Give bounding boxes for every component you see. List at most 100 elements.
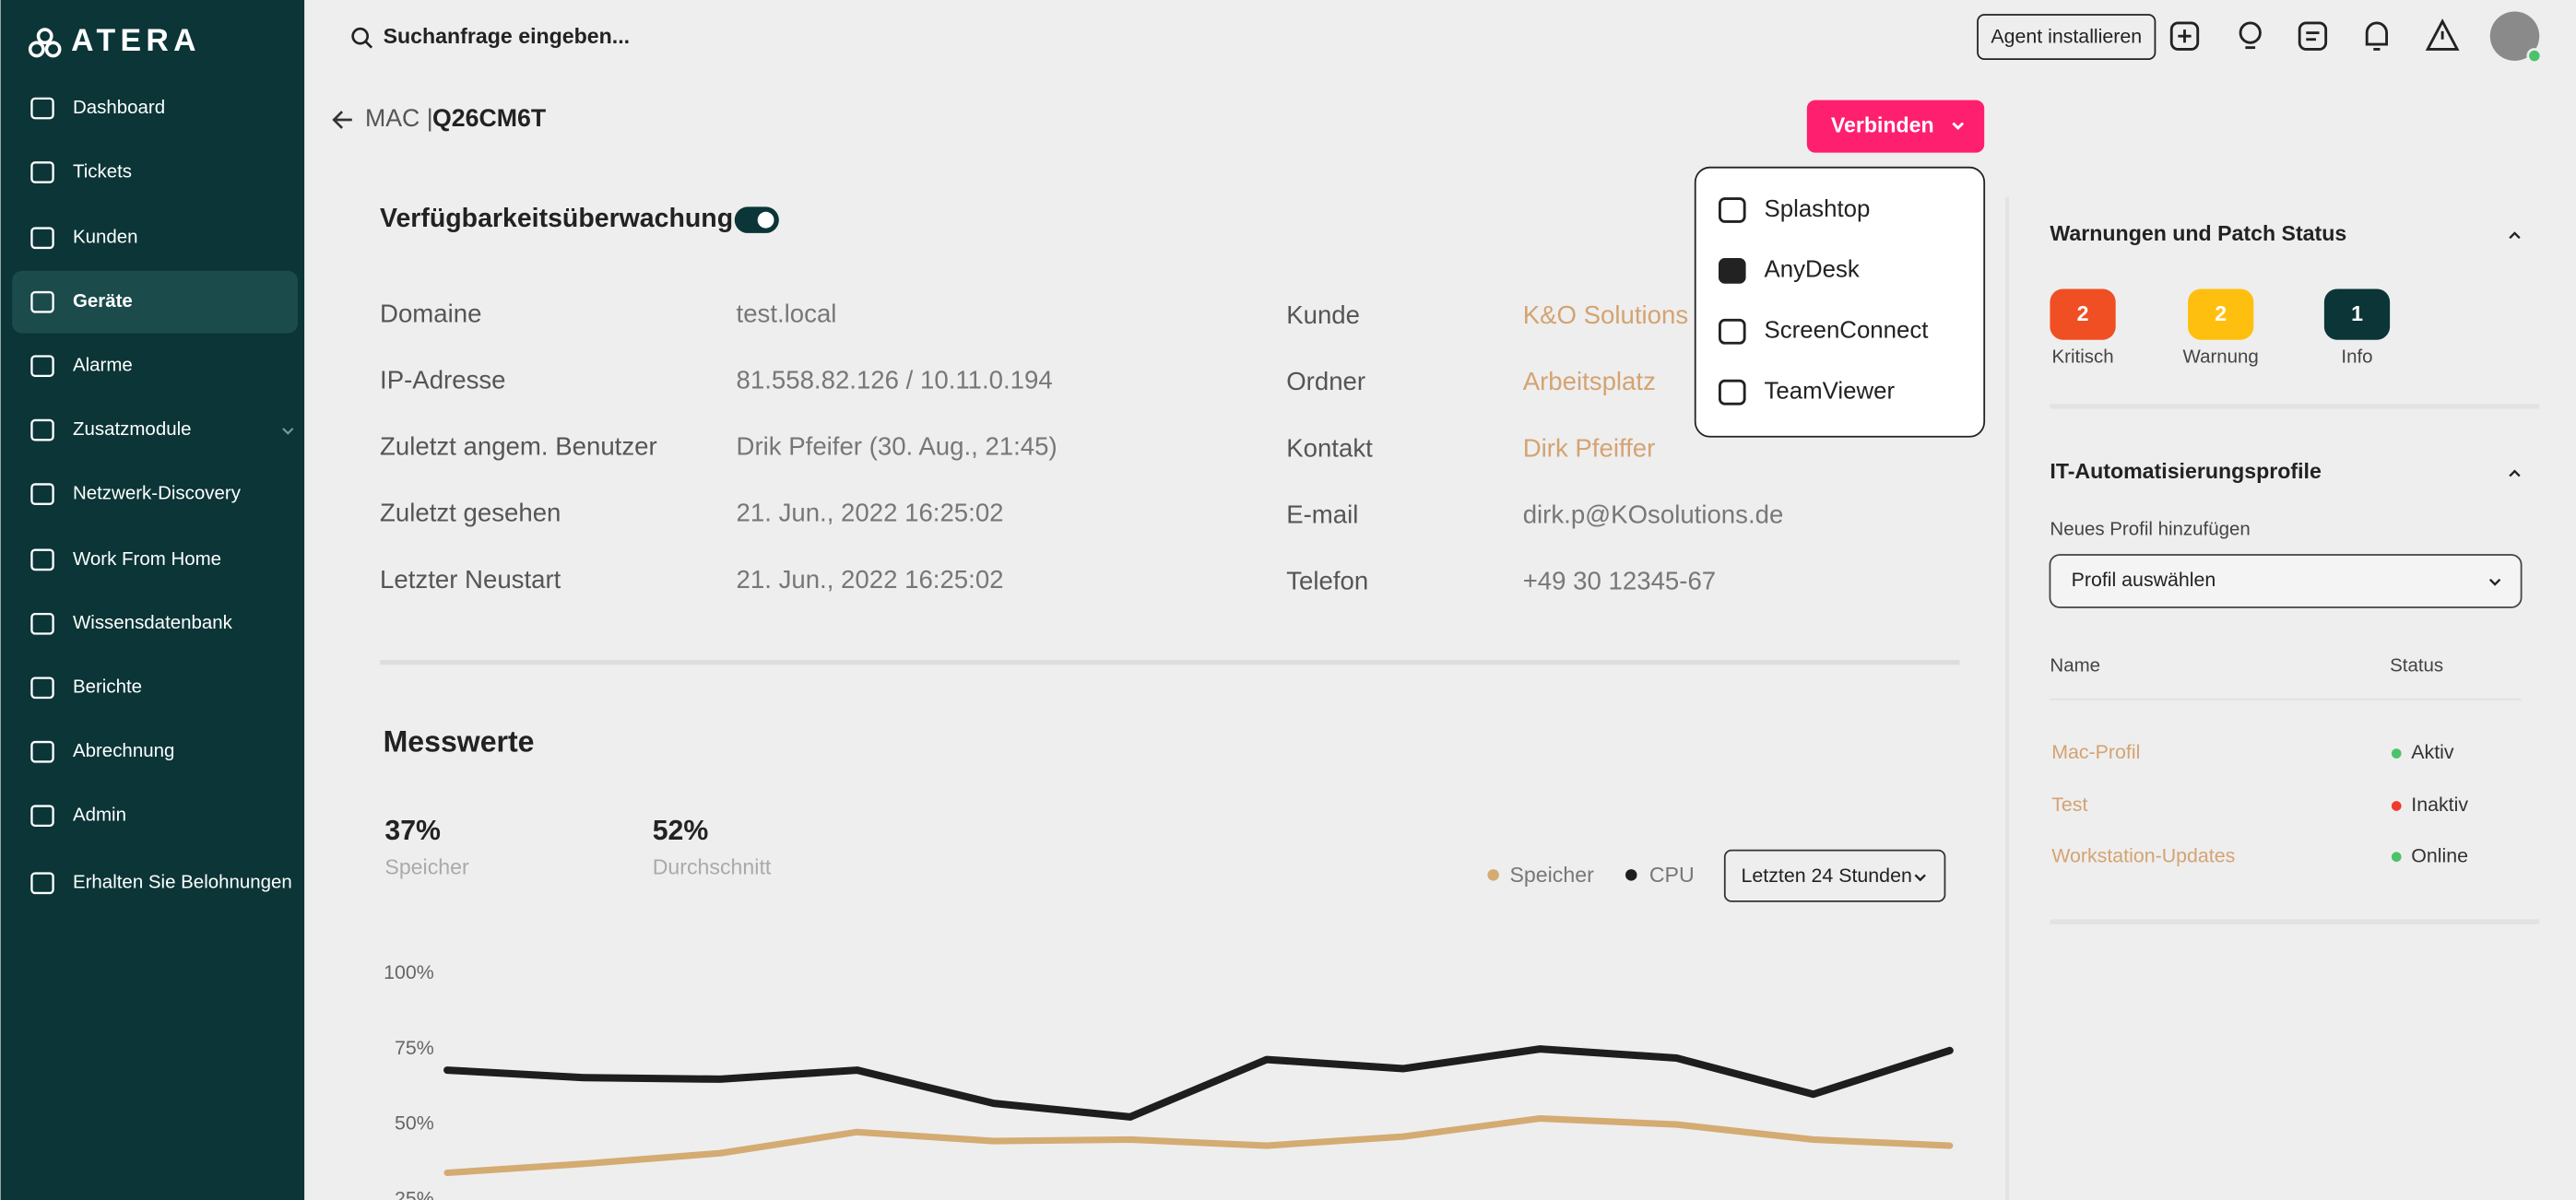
profile-select[interactable] [2049,554,2523,608]
field-label: Zuletzt angem. Benutzer [380,432,657,461]
connect-button-label[interactable]: Verbinden [1831,112,1934,136]
nav: Dashboard Tickets Kunden Geräte Alarme Zusatz… [12,97,298,895]
badge[interactable] [2188,288,2254,340]
avatar[interactable] [2489,11,2540,61]
field-label: E-mail [1286,500,1358,528]
field-label: Kunde [1286,300,1360,329]
warnings-title: Warnungen und Patch Status [2050,221,2346,245]
legend-label: CPU [1649,863,1695,887]
chevron [282,428,294,435]
nav-item[interactable]: Netzwerk-Discovery [73,483,242,504]
connect-option[interactable]: TeamViewer [1765,379,1896,405]
nav-icon [30,612,54,635]
logo-icon [28,28,62,58]
nav-item[interactable]: Kunden [73,227,138,248]
nav-icon [30,97,54,120]
field-label: Kontakt [1286,433,1373,462]
nav-item[interactable]: Wissensdatenbank [73,612,233,633]
profile-rows: Mac-Profil Aktiv Test Inaktiv Workstation-Up… [2051,741,2468,866]
agent-button-label[interactable]: Agent installieren [1991,26,2142,48]
profile-name[interactable]: Mac-Profil [2051,741,2140,763]
stat-value: 52% [653,816,709,846]
field-value[interactable]: Arbeitsplatz [1523,367,1656,395]
field-value: test.local [737,299,837,327]
nav-icon [30,805,54,828]
chevron [1952,122,1965,130]
monitoring-label: Verfügbarkeitsüberwachung [380,204,733,233]
nav-icon [30,740,54,763]
nav-item[interactable]: Erhalten Sie Belohnungen [73,872,292,893]
field-value: dirk.p@KOsolutions.de [1523,500,1784,528]
search-input[interactable]: Suchanfrage eingeben... [384,24,630,48]
range-button[interactable] [1723,849,1946,902]
nav-item[interactable]: Dashboard [73,97,165,118]
device-prefix: MAC | [365,104,433,132]
option-icon [1719,257,1746,284]
nav-icon [30,872,54,895]
option-icon [1719,379,1746,406]
field-value: 81.558.82.126 / 10.11.0.194 [737,365,1053,394]
profile-select-label[interactable]: Profil auswählen [2072,569,2216,591]
field-label: Domaine [380,299,481,327]
divider [2050,404,2540,409]
field-value: +49 30 12345-67 [1523,567,1716,595]
field-value[interactable]: K&O Solutions [1523,300,1688,329]
search-icon [351,27,373,49]
legend: Speicher CPU [1487,863,1695,887]
stat-value: 37% [384,816,441,846]
nav-item[interactable]: Tickets [73,160,132,182]
connect-option[interactable]: Splashtop [1765,196,1871,222]
badge-label: Warnung [2183,347,2259,368]
y-tick-label: 25% [395,1188,434,1200]
badge[interactable] [2050,288,2116,340]
legend-dot [1487,869,1499,881]
nav-icon [30,418,54,441]
badge[interactable] [2323,288,2391,340]
nav-item[interactable]: Zusatzmodule [73,418,192,440]
field-value: 21. Jun., 2022 16:25:02 [737,499,1004,527]
nav-icon [30,290,54,313]
collapse[interactable] [2509,231,2521,240]
field-value[interactable]: Dirk Pfeiffer [1523,433,1656,462]
profile-status: Online [2411,844,2468,866]
divider [380,660,1960,665]
nav-icon [30,355,54,378]
badge-count: 2 [2215,301,2227,325]
nav-item[interactable]: Geräte [73,290,133,312]
badges: 2 Kritisch 2 Warnung 1 Info [2050,288,2391,368]
nav-item[interactable]: Admin [73,805,126,826]
field-label: Telefon [1286,567,1368,595]
nav-item[interactable]: Work From Home [73,548,221,570]
stat-label: Speicher [384,854,469,878]
field-label: Ordner [1286,367,1365,395]
y-tick-label: 100% [384,961,434,983]
profile-name[interactable]: Test [2051,794,2087,816]
connect-button[interactable] [1806,100,1985,153]
nav-item[interactable]: Abrechnung [73,740,174,761]
nav-item[interactable]: Berichte [73,676,142,698]
column-header: Status [2390,655,2443,676]
status-dot [2391,748,2402,759]
range-button-label[interactable]: Letzten 24 Stunden [1742,865,1912,887]
toggle-knob [757,211,774,229]
badge-count: 2 [2077,301,2089,325]
nav-item[interactable]: Alarme [73,355,133,376]
field-value: 21. Jun., 2022 16:25:02 [737,565,1004,594]
stat-label: Durchschnitt [653,854,772,878]
line-series [443,1045,1954,1121]
collapse[interactable] [2509,469,2521,477]
connect-option[interactable]: AnyDesk [1765,257,1860,283]
nav-icon [30,161,54,183]
top-icons[interactable] [2169,18,2460,51]
connect-option[interactable]: ScreenConnect [1765,318,1929,344]
profile-name[interactable]: Workstation-Updates [2051,844,2235,866]
profile-status: Inaktiv [2411,794,2468,816]
agent-button[interactable] [1977,14,2157,61]
profile-status: Aktiv [2411,741,2454,763]
back-arrow[interactable] [332,111,352,129]
connect-options: Splashtop AnyDesk ScreenConnect TeamViewer [1719,196,1929,406]
field-label: Zuletzt gesehen [380,499,561,527]
field-label: Letzter Neustart [380,565,561,594]
add-profile-label: Neues Profil hinzufügen [2050,519,2250,540]
